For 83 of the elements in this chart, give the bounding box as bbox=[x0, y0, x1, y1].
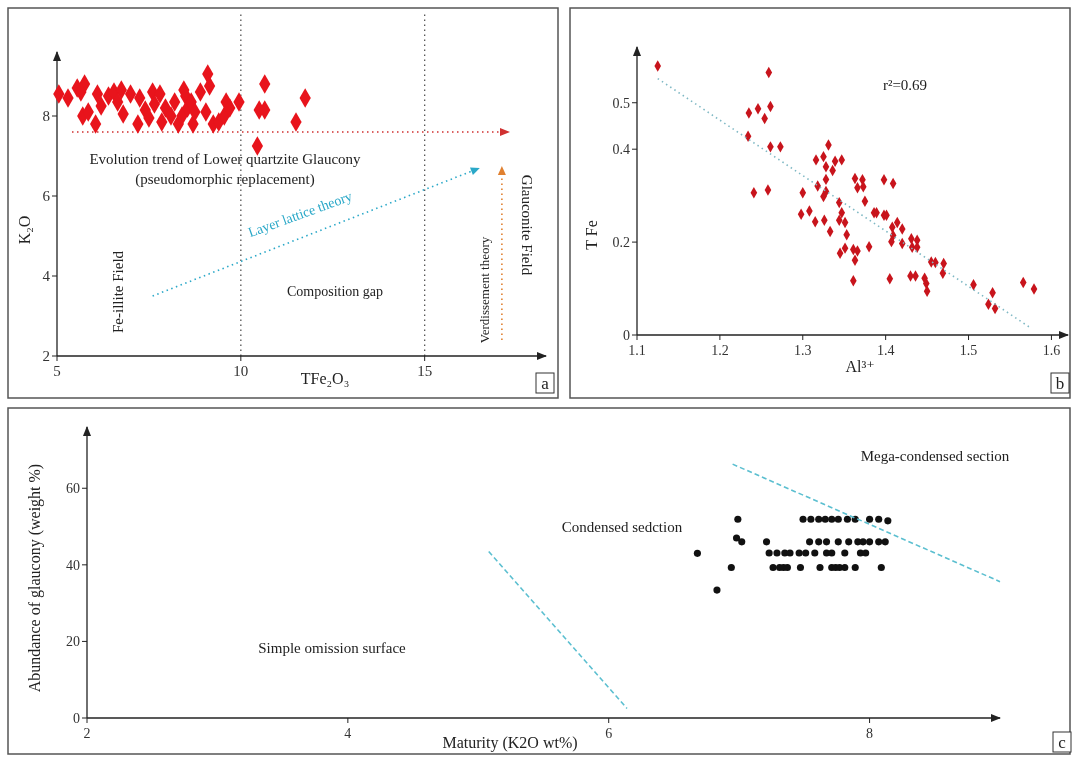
point bbox=[859, 538, 867, 546]
annotation: Mega-condensed section bbox=[860, 448, 1010, 464]
point bbox=[802, 549, 810, 557]
point bbox=[866, 538, 874, 546]
y-tick-label: 0 bbox=[623, 327, 630, 343]
point bbox=[765, 549, 773, 557]
y-axis-title: T Fe bbox=[583, 220, 600, 250]
point bbox=[884, 517, 892, 525]
x-tick-label: 8 bbox=[866, 726, 874, 741]
annotation: Condensed sedction bbox=[561, 519, 683, 535]
point bbox=[828, 549, 836, 557]
point bbox=[851, 563, 859, 572]
point bbox=[881, 538, 889, 546]
annotation: r²=0.69 bbox=[882, 77, 928, 93]
point bbox=[727, 563, 735, 572]
annotation: Fe-illite Field bbox=[110, 250, 127, 334]
y-axis-title: K₂O bbox=[16, 215, 33, 245]
text: a bbox=[541, 374, 550, 393]
point bbox=[828, 515, 836, 523]
y-tick-label: 40 bbox=[66, 557, 80, 573]
annotation: Simple omission surface bbox=[258, 640, 407, 656]
x-tick-label: 1.4 bbox=[876, 343, 895, 358]
y-axis-title: Abundance of glaucony (weight %) bbox=[26, 463, 44, 693]
x-tick-label: 1.5 bbox=[959, 343, 978, 358]
point bbox=[762, 538, 771, 546]
x-axis-title: Al³⁺ bbox=[845, 358, 875, 375]
y-tick-label: 8 bbox=[42, 108, 50, 125]
point bbox=[834, 515, 842, 523]
point bbox=[815, 538, 823, 546]
annotation: Verdissement theory bbox=[476, 236, 492, 344]
annotation: Glauconite Field bbox=[518, 174, 535, 276]
point bbox=[841, 549, 849, 557]
point bbox=[841, 563, 849, 572]
point bbox=[713, 586, 721, 594]
point bbox=[821, 515, 829, 523]
y-tick-label: 0 bbox=[73, 710, 80, 726]
point bbox=[875, 538, 883, 546]
annotation: Layer lattice theory bbox=[246, 188, 355, 241]
y-tick-label: 6 bbox=[42, 188, 51, 205]
x-tick-label: 1.1 bbox=[628, 343, 646, 358]
point bbox=[843, 515, 851, 523]
point bbox=[807, 515, 815, 523]
text: c bbox=[1058, 733, 1067, 752]
x-tick-label: 1.6 bbox=[1042, 343, 1061, 358]
point bbox=[799, 515, 807, 523]
y-tick-label: 20 bbox=[66, 634, 80, 650]
x-tick-label: 5 bbox=[53, 363, 61, 379]
point bbox=[693, 549, 701, 557]
x-tick-label: 1.3 bbox=[794, 343, 812, 358]
x-tick-label: 10 bbox=[233, 363, 249, 379]
point bbox=[811, 549, 819, 557]
point bbox=[786, 549, 794, 557]
point bbox=[866, 515, 874, 523]
point bbox=[738, 538, 746, 546]
text: b bbox=[1055, 374, 1065, 393]
point bbox=[845, 538, 853, 546]
point bbox=[795, 549, 803, 557]
point bbox=[796, 563, 805, 572]
point bbox=[769, 563, 777, 572]
point bbox=[734, 515, 742, 523]
x-tick-label: 1.2 bbox=[711, 343, 729, 358]
y-tick-label: 0.5 bbox=[612, 95, 630, 111]
x-axis-title: TFe₂O₃ bbox=[300, 370, 350, 387]
y-tick-label: 0.2 bbox=[612, 235, 630, 250]
y-tick-label: 60 bbox=[66, 481, 80, 497]
x-tick-label: 15 bbox=[417, 363, 433, 379]
x-axis-title: Maturity (K2O wt%) bbox=[442, 734, 578, 752]
y-tick-label: 4 bbox=[42, 268, 51, 285]
x-tick-label: 4 bbox=[344, 726, 352, 741]
point bbox=[773, 549, 781, 557]
point bbox=[732, 534, 741, 542]
point bbox=[806, 538, 814, 546]
y-tick-label: 0.4 bbox=[612, 142, 630, 158]
point bbox=[862, 549, 870, 557]
point bbox=[834, 538, 842, 546]
point bbox=[875, 515, 883, 523]
annotation: Composition gap bbox=[286, 284, 384, 299]
x-tick-label: 2 bbox=[83, 726, 91, 741]
annotation: Evolution trend of Lower quartzite Glaucony (pseudomorphic replacement) bbox=[89, 151, 362, 188]
point bbox=[815, 515, 823, 523]
point bbox=[822, 538, 831, 546]
point bbox=[816, 563, 824, 572]
point bbox=[877, 563, 885, 572]
